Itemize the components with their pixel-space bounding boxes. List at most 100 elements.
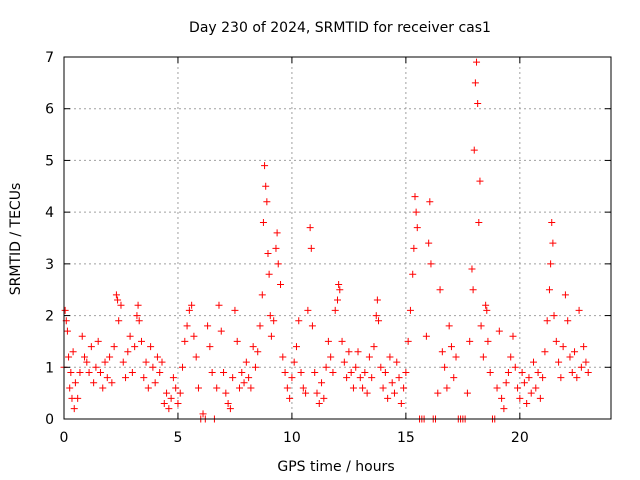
data-point: [144, 384, 152, 392]
y-tick-label: 2: [45, 309, 54, 325]
data-point: [447, 343, 455, 351]
data-point: [226, 405, 234, 413]
data-point: [483, 306, 491, 314]
data-point: [245, 374, 253, 382]
data-point: [530, 358, 538, 366]
data-point: [229, 374, 237, 382]
data-point: [504, 368, 512, 376]
data-point: [158, 358, 166, 366]
x-tick-label: 0: [60, 430, 69, 446]
data-point: [124, 348, 132, 356]
data-point: [573, 374, 581, 382]
data-point: [311, 368, 319, 376]
x-axis-label: GPS time / hours: [277, 459, 394, 475]
data-point: [543, 317, 551, 325]
data-point: [299, 384, 307, 392]
data-point: [329, 368, 337, 376]
data-point: [272, 244, 280, 252]
data-point: [274, 260, 282, 268]
data-point: [181, 337, 189, 345]
data-point: [69, 348, 77, 356]
y-axis-label: SRMTID / TECUs: [8, 183, 24, 296]
data-point: [277, 281, 285, 289]
data-point: [412, 208, 420, 216]
data-point: [224, 399, 232, 407]
data-point: [199, 410, 207, 418]
data-point: [76, 368, 84, 376]
data-point: [445, 322, 453, 330]
data-point: [112, 291, 120, 299]
data-point: [520, 379, 528, 387]
data-point: [493, 384, 501, 392]
data-point: [473, 58, 481, 66]
data-point: [133, 312, 141, 320]
data-point: [74, 394, 82, 402]
data-point: [307, 244, 315, 252]
data-point: [436, 286, 444, 294]
data-point: [507, 353, 515, 361]
data-point: [70, 405, 78, 413]
data-point: [290, 358, 298, 366]
data-point: [471, 79, 479, 87]
data-point: [411, 193, 419, 201]
data-point: [101, 358, 109, 366]
data-point: [548, 218, 556, 226]
data-point: [151, 379, 159, 387]
y-tick-label: 0: [45, 412, 54, 428]
data-point: [425, 239, 433, 247]
data-point: [188, 301, 196, 309]
data-point: [153, 353, 161, 361]
data-point: [466, 337, 474, 345]
data-point: [315, 399, 323, 407]
y-tick-label: 4: [45, 205, 54, 221]
data-point: [402, 368, 410, 376]
data-point: [484, 337, 492, 345]
data-point: [441, 363, 449, 371]
data-point: [263, 198, 271, 206]
data-point: [140, 374, 148, 382]
data-point: [217, 327, 225, 335]
data-point: [318, 379, 326, 387]
data-point: [568, 368, 576, 376]
data-point: [206, 343, 214, 351]
data-point: [85, 368, 93, 376]
data-point: [468, 265, 476, 273]
data-point: [185, 306, 193, 314]
data-point: [122, 374, 130, 382]
data-point: [343, 374, 351, 382]
data-point: [580, 343, 588, 351]
data-point: [495, 327, 503, 335]
x-tick-label: 10: [283, 430, 301, 446]
data-point: [327, 353, 335, 361]
data-point: [559, 343, 567, 351]
data-point: [479, 353, 487, 361]
data-point: [335, 281, 343, 289]
data-point: [550, 312, 558, 320]
data-point: [240, 379, 248, 387]
data-point: [404, 337, 412, 345]
data-point: [356, 374, 364, 382]
data-point: [259, 218, 267, 226]
data-point: [370, 343, 378, 351]
data-point: [413, 224, 421, 232]
data-point: [400, 384, 408, 392]
grid: [64, 57, 611, 419]
data-point: [114, 296, 122, 304]
data-point: [220, 368, 228, 376]
data-point: [128, 368, 136, 376]
data-point: [582, 358, 590, 366]
data-point: [249, 343, 257, 351]
data-point: [304, 306, 312, 314]
data-point: [295, 317, 303, 325]
data-point: [103, 374, 111, 382]
data-point: [475, 218, 483, 226]
data-point: [115, 317, 123, 325]
data-point: [427, 260, 435, 268]
data-point: [511, 363, 519, 371]
data-point: [126, 332, 134, 340]
data-point: [486, 368, 494, 376]
data-point: [331, 306, 339, 314]
x-tick-label: 5: [173, 430, 182, 446]
data-point: [523, 399, 531, 407]
data-point: [273, 229, 281, 237]
